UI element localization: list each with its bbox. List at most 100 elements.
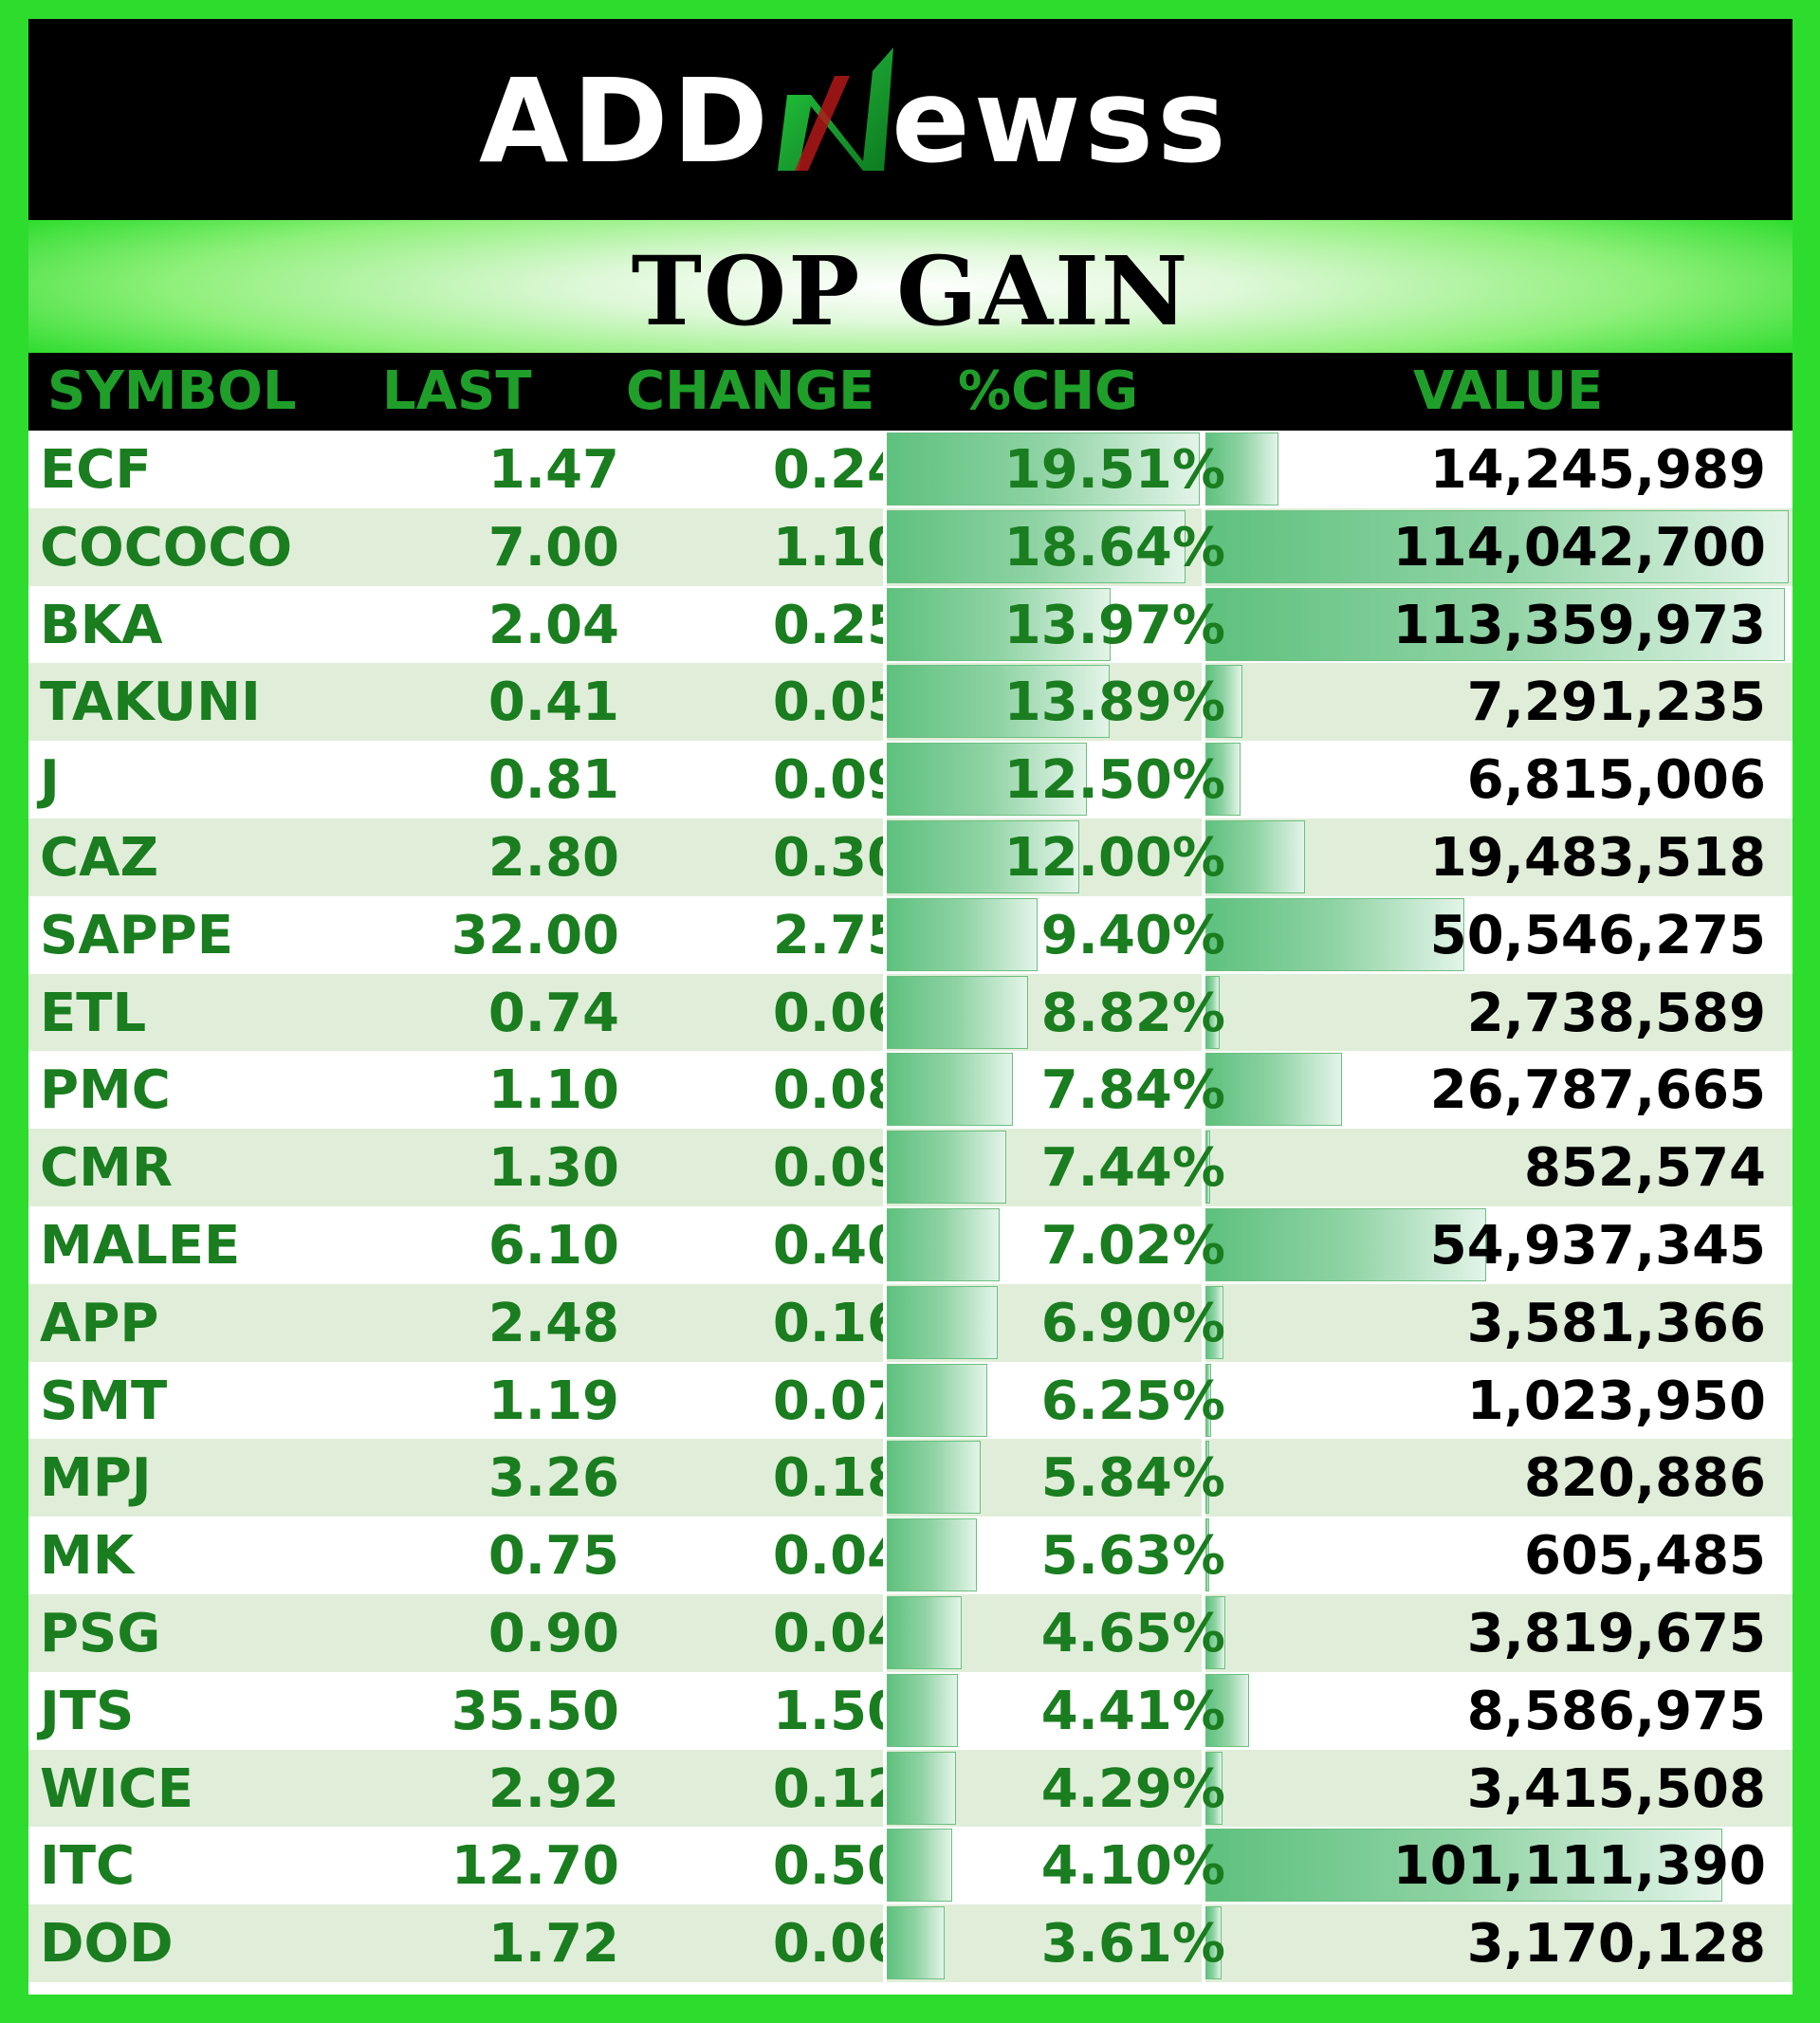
change-cell: 1.10 (772, 516, 904, 579)
pct-bar (887, 1751, 956, 1825)
value-bar (1205, 1207, 1487, 1281)
value-cell: 8,586,975 (1466, 1680, 1766, 1742)
table-row: PSG 0.90 0.04 4.65% 3,819,675 (28, 1593, 1792, 1672)
symbol-cell: APP (40, 1292, 159, 1354)
change-cell: 0.09 (772, 1137, 904, 1200)
pct-cell: 18.64% (1003, 516, 1225, 579)
value-cell: 14,245,989 (1429, 439, 1766, 501)
value-bar (1205, 1285, 1224, 1359)
pct-cell: 7.84% (1040, 1059, 1225, 1122)
logo-n-mark (778, 47, 893, 171)
value-bar (1205, 509, 1789, 583)
change-cell: 0.50 (772, 1835, 904, 1898)
change-cell: 0.07 (772, 1370, 904, 1432)
value-bar (1205, 1595, 1225, 1669)
logo-bar (28, 19, 1792, 220)
change-cell: 0.06 (772, 982, 904, 1044)
pct-bar (887, 1363, 987, 1437)
logo-suffix: ewss (892, 54, 1230, 189)
last-cell: 0.90 (487, 1602, 619, 1664)
value-cell: 3,819,675 (1466, 1602, 1766, 1664)
change-cell: 0.24 (772, 439, 904, 501)
value-bar (1205, 1829, 1723, 1903)
pct-cell: 4.65% (1040, 1602, 1225, 1664)
pct-bar (887, 1207, 1000, 1281)
table-row: WICE 2.92 0.12 4.29% 3,415,508 (28, 1749, 1792, 1828)
symbol-cell: MPJ (40, 1447, 152, 1510)
last-cell: 32.00 (450, 904, 619, 966)
table-row: TAKUNI 0.41 0.05 13.89% 7,291,235 (28, 663, 1792, 742)
pct-bar (887, 819, 1079, 893)
column-divider (1202, 431, 1205, 1995)
value-bar (1205, 1131, 1210, 1205)
value-cell: 26,787,665 (1429, 1059, 1766, 1122)
change-cell: 0.08 (772, 1059, 904, 1122)
change-cell: 0.06 (772, 1913, 904, 1976)
pct-bar (887, 1441, 981, 1515)
symbol-cell: ECF (40, 439, 152, 501)
last-cell: 1.47 (487, 439, 619, 501)
symbol-cell: CMR (40, 1137, 173, 1200)
pct-cell: 9.40% (1040, 904, 1225, 966)
table-frame: ADD ewss TOP GAIN SYMBOL LAST CHANGE %CH… (28, 19, 1792, 1995)
change-cell: 0.16 (772, 1292, 904, 1354)
last-cell: 2.04 (487, 594, 619, 656)
pct-cell: 13.89% (1003, 671, 1225, 734)
value-bar (1205, 587, 1786, 661)
pct-cell: 5.63% (1040, 1525, 1225, 1588)
last-cell: 2.92 (487, 1757, 619, 1820)
last-cell: 1.72 (487, 1913, 619, 1976)
table-row: ETL 0.74 0.06 8.82% 2,738,589 (28, 973, 1792, 1052)
table-row: ECF 1.47 0.24 19.51% 14,245,989 (28, 431, 1792, 508)
symbol-cell: COCOCO (40, 516, 293, 579)
value-cell: 113,359,973 (1392, 594, 1766, 656)
table-row: BKA 2.04 0.25 13.97% 113,359,973 (28, 585, 1792, 664)
table-row: MALEE 6.10 0.40 7.02% 54,937,345 (28, 1205, 1792, 1284)
value-bar (1205, 665, 1243, 739)
value-bar (1205, 975, 1220, 1049)
pct-cell: 12.50% (1003, 749, 1225, 812)
value-cell: 3,581,366 (1466, 1292, 1766, 1354)
last-cell: 1.30 (487, 1137, 619, 1200)
symbol-cell: BKA (40, 594, 163, 656)
table-row: APP 2.48 0.16 6.90% 3,581,366 (28, 1283, 1792, 1362)
pct-bar (887, 1285, 998, 1359)
change-cell: 0.25 (772, 594, 904, 656)
col-pct-header: %CHG (958, 360, 1139, 422)
value-cell: 101,111,390 (1392, 1835, 1766, 1898)
symbol-cell: MK (40, 1525, 135, 1588)
table-row: MK 0.75 0.04 5.63% 605,485 (28, 1517, 1792, 1594)
table-body: ECF 1.47 0.24 19.51% 14,245,989 COCOCO 7.00 1.1… (28, 431, 1792, 1982)
value-bar (1205, 1751, 1223, 1825)
symbol-cell: SAPPE (40, 904, 234, 966)
change-cell: 1.50 (772, 1680, 904, 1742)
last-cell: 1.19 (487, 1370, 619, 1432)
page-title: TOP GAIN (631, 235, 1190, 347)
pct-cell: 6.90% (1040, 1292, 1225, 1354)
pct-bar (887, 1053, 1013, 1127)
pct-bar (887, 1906, 946, 1980)
pct-bar (887, 897, 1038, 971)
symbol-cell: ITC (40, 1835, 136, 1898)
symbol-cell: CAZ (40, 826, 159, 889)
value-bar (1205, 897, 1464, 971)
last-cell: 1.10 (487, 1059, 619, 1122)
title-bar (28, 220, 1792, 353)
value-cell: 7,291,235 (1466, 671, 1766, 734)
table-row: PMC 1.10 0.08 7.84% 26,787,665 (28, 1051, 1792, 1130)
value-cell: 3,170,128 (1466, 1913, 1766, 1976)
value-cell: 852,574 (1523, 1137, 1766, 1200)
value-cell: 3,415,508 (1466, 1757, 1766, 1820)
table-row: ITC 12.70 0.50 4.10% 101,111,390 (28, 1827, 1792, 1905)
col-change-header: CHANGE (626, 360, 875, 422)
col-value-header: VALUE (1413, 360, 1604, 422)
pct-cell: 3.61% (1040, 1913, 1225, 1976)
table-row: SMT 1.19 0.07 6.25% 1,023,950 (28, 1361, 1792, 1440)
value-cell: 54,937,345 (1429, 1214, 1766, 1277)
pct-cell: 13.97% (1003, 594, 1225, 656)
pct-bar (887, 1595, 962, 1669)
change-cell: 0.12 (772, 1757, 904, 1820)
pct-bar (887, 587, 1112, 661)
pct-bar (887, 432, 1200, 506)
symbol-cell: ETL (40, 982, 147, 1044)
